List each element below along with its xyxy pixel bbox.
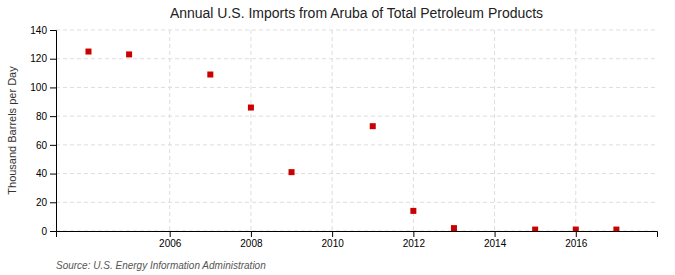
point [289,169,295,175]
x-grid-line [169,30,170,231]
point [370,123,376,129]
x-axis-tick-mark [576,231,577,237]
x-grid-line [575,30,576,231]
y-axis-tick-label: 40 [36,168,48,179]
y-axis-tick-mark [50,59,56,60]
title: Annual U.S. Imports from Aruba of Total … [170,5,543,21]
points [85,49,619,231]
y-axis-tick-label: 140 [30,25,47,36]
x-axis-tick: 2006 [159,231,182,249]
y-axis-tick-mark [50,145,56,146]
y-grid-line [56,58,657,59]
plot: 2006 2008 2010 2012 2014 2016 0 20 40 60 80 100 120 1… [30,25,657,249]
y-axis-tick: 80 [36,111,56,122]
x-grid-line [250,30,251,231]
x-axis-tick: 2016 [565,231,588,249]
y-grid-line [56,87,657,88]
point [451,225,457,231]
y-axis-tick-label: 80 [36,111,48,122]
y-axis-tick-label: 100 [30,82,47,93]
point [613,227,619,231]
y-grid-line [56,144,657,145]
y-axis-tick: 20 [36,197,56,208]
x-grid-line [413,30,414,231]
y-grid-line [56,30,657,31]
x-axis-tick-mark [495,231,496,237]
x-axis-tick-mark [170,231,171,237]
point [126,51,132,57]
point [410,208,416,214]
x-axis-tick-label: 2012 [403,238,426,249]
x-axis-tick: 2012 [403,231,426,249]
x-axis-tick-label: 2016 [565,238,588,249]
y-axis-line [50,31,57,232]
y-axis-tick: 140 [30,25,56,36]
point [85,49,91,55]
x-axis-tick-label: 2006 [159,238,182,249]
y-grid-line [56,116,657,117]
y-axis-tick-mark [50,202,56,203]
x-axis-tick-mark [413,231,414,237]
y-axis-tick: 120 [30,53,56,64]
y-axis-title: Thousand Barrels per Day [6,66,18,195]
grid [56,30,657,231]
source-note: Source: U.S. Energy Information Administ… [56,260,266,271]
y-axis-tick: 40 [36,168,56,179]
y-axis-tick-mark [50,116,56,117]
y-grid-line [56,202,657,203]
point [573,227,579,231]
y-axis-tick-mark [50,174,56,175]
y-axis-tick: 100 [30,82,56,93]
x-axis-tick-mark [251,231,252,237]
x-axis-tick-mark [332,231,333,237]
y-axis-tick: 0 [41,226,56,237]
x-axis-line [57,232,658,238]
x-axis-tick-label: 2014 [484,238,507,249]
y-axis-tick: 60 [36,140,56,151]
x-axis-tick-label: 2010 [322,238,345,249]
point [532,227,538,231]
x-axis-tick-label: 2008 [240,238,263,249]
y-axis-tick-label: 120 [30,53,47,64]
point [248,105,254,111]
x-grid-line [494,30,495,231]
chart: 2006 2008 2010 2012 2014 2016 0 20 40 60 80 100 120 1… [0,0,675,275]
x-axis-tick: 2014 [484,231,507,249]
y-axis-tick-mark [50,87,56,88]
y-axis-tick-mark [50,30,56,31]
x-axis-tick: 2008 [240,231,263,249]
point [207,72,213,78]
y-axis-tick-label: 20 [36,197,48,208]
y-grid-line [56,173,657,174]
y-axis: 0 20 40 60 80 100 120 140 [30,25,56,237]
y-axis-tick-mark [50,231,56,232]
y-axis-tick-label: 0 [41,226,47,237]
x-axis-tick: 2010 [322,231,345,249]
x-grid-line [332,30,333,231]
y-axis-tick-label: 60 [36,140,48,151]
x-axis: 2006 2008 2010 2012 2014 2016 [57,231,658,249]
